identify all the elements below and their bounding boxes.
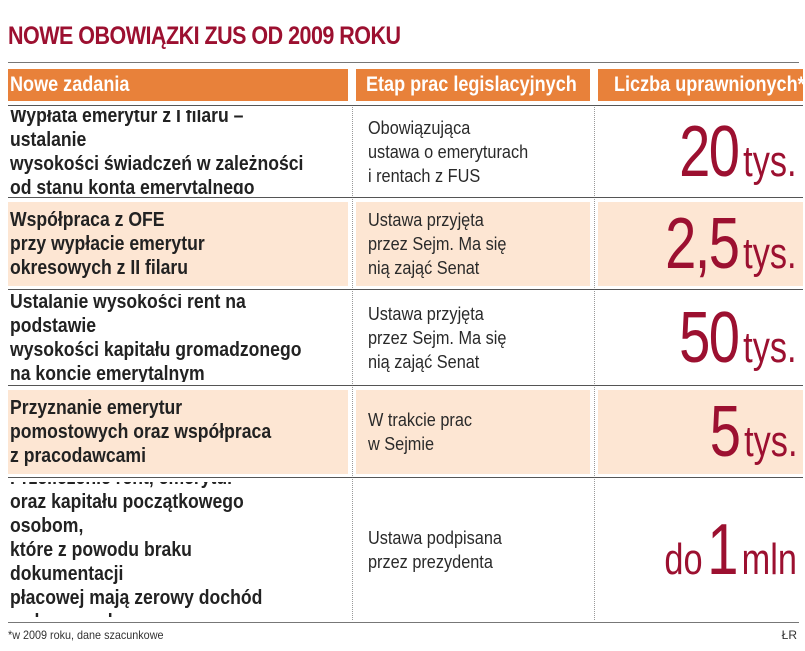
count-value: 2,5 [665, 204, 741, 284]
count-cell: 5 tys. [598, 390, 803, 474]
footnote: *w 2009 roku, dane szacunkowe [8, 628, 164, 642]
column-header-count: Liczba uprawnionych* [598, 69, 803, 101]
count-prefix: do [664, 534, 703, 584]
count-cell: 20 tys. [598, 110, 803, 194]
task-cell: Wypłata emerytur z I filaru – ustalanie … [10, 110, 304, 194]
count-cell: 2,5 tys. [598, 202, 803, 286]
count-unit: tys. [743, 417, 797, 466]
count-value: 20 [679, 112, 741, 192]
count-value: 50 [679, 298, 741, 378]
table-row: Wypłata emerytur z I filaru – ustalanie … [8, 105, 803, 198]
source-credit: ŁR [781, 628, 797, 642]
top-rule [8, 62, 799, 63]
count-value: 1 [707, 509, 738, 590]
table-row: Przyznanie emerytur pomostowych oraz wsp… [8, 385, 803, 478]
task-cell: Przyznanie emerytur pomostowych oraz wsp… [8, 390, 348, 474]
bottom-rule [8, 622, 799, 623]
stage-cell: Ustawa przyjęta przez Sejm. Ma się nią z… [356, 202, 590, 286]
stage-cell: Ustawa podpisana przez prezydenta [368, 526, 502, 572]
count-unit: mln [741, 534, 797, 584]
stage-cell: W trakcie prac w Sejmie [356, 390, 590, 474]
count-unit: tys. [743, 229, 797, 278]
task-cell: Ustalanie wysokości rent na podstawie wy… [10, 294, 302, 382]
column-divider [352, 105, 353, 620]
count-cell: 50 tys. [598, 294, 803, 382]
task-cell: Przeliczenie rent, emerytur oraz kapitał… [10, 482, 263, 617]
count-cell: do1 mln [598, 482, 803, 617]
column-header-stage: Etap prac legislacyjnych [356, 69, 590, 101]
table-row: Współpraca z OFE przy wypłacie emerytur … [8, 197, 803, 290]
column-header-task: Nowe zadania [8, 69, 348, 101]
column-divider [594, 105, 595, 620]
infographic-title: NOWE OBOWIĄZKI ZUS OD 2009 ROKU [8, 22, 401, 50]
count-unit: tys. [743, 323, 797, 372]
count-unit: tys. [743, 137, 797, 186]
table-row: Ustalanie wysokości rent na podstawie wy… [8, 289, 803, 386]
obligations-table: Nowe zadania Etap prac legislacyjnych Li… [8, 69, 803, 620]
task-cell: Współpraca z OFE przy wypłacie emerytur … [8, 202, 348, 286]
stage-cell: Obowiązująca ustawa o emeryturach i rent… [368, 117, 529, 186]
count-value: 5 [709, 392, 740, 472]
stage-cell: Ustawa przyjęta przez Sejm. Ma się nią z… [368, 303, 507, 372]
table-row: Przeliczenie rent, emerytur oraz kapitał… [8, 477, 803, 621]
